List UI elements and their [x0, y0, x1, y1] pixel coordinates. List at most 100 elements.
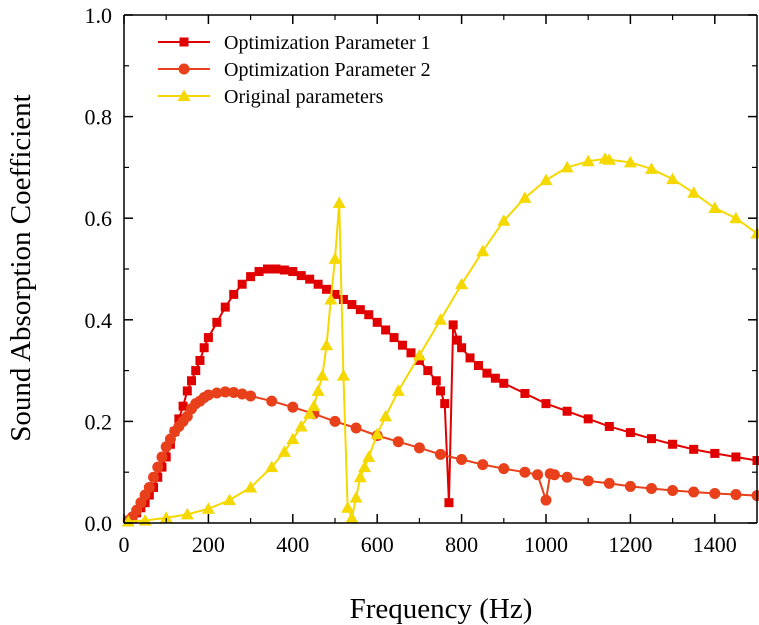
data-point	[203, 333, 213, 343]
data-point	[315, 369, 329, 381]
data-point	[708, 201, 722, 214]
data-point	[370, 427, 384, 440]
data-point	[329, 415, 341, 427]
data-point	[266, 395, 278, 407]
data-point	[646, 482, 657, 494]
data-point	[729, 211, 743, 224]
data-point	[332, 196, 346, 208]
data-point	[279, 265, 289, 275]
data-point	[518, 191, 532, 203]
data-point	[212, 317, 222, 327]
data-point	[423, 366, 433, 376]
data-point	[457, 343, 467, 353]
data-point	[603, 477, 615, 489]
data-point	[347, 300, 357, 310]
data-point	[143, 481, 155, 493]
tick-labels: 0 200 400 600 800 1000 1200 1400 0.0 0.2 0.4 0.6 0.8…	[85, 3, 737, 557]
y-tick-label: 0.4	[85, 308, 113, 333]
data-point	[349, 491, 363, 503]
data-point	[602, 153, 616, 165]
legend-label: Optimization Parameter 2	[224, 59, 431, 81]
data-point	[191, 366, 201, 376]
data-point	[540, 494, 552, 506]
data-point	[355, 305, 365, 315]
data-point	[338, 294, 348, 304]
data-point	[398, 340, 408, 350]
data-point	[320, 338, 334, 351]
data-point	[431, 376, 441, 386]
data-point	[583, 414, 593, 424]
legend-marker	[177, 89, 191, 101]
data-point	[324, 292, 338, 305]
data-point	[730, 489, 742, 501]
data-point	[372, 317, 382, 327]
data-point	[313, 279, 323, 289]
data-point	[406, 348, 416, 358]
data-point	[345, 511, 359, 523]
x-tick-label: 1200	[608, 532, 652, 557]
data-point	[548, 469, 560, 481]
data-point	[307, 399, 321, 412]
data-point	[350, 422, 362, 434]
data-point	[220, 302, 230, 312]
data-point	[645, 162, 658, 174]
data-point	[448, 320, 458, 330]
y-axis-title: Sound Absorption Coefficient	[5, 94, 37, 441]
data-point	[465, 353, 475, 363]
data-point	[623, 155, 637, 168]
data-point	[562, 406, 572, 416]
data-point	[413, 442, 425, 454]
data-point	[156, 451, 168, 463]
legend-label: Optimization Parameter 1	[224, 32, 431, 54]
x-tick-label: 600	[361, 532, 394, 557]
data-point	[412, 348, 426, 361]
data-point	[330, 289, 340, 299]
data-point	[440, 399, 450, 409]
x-tick-label: 1400	[693, 532, 737, 557]
data-point	[246, 272, 256, 282]
legend-entry: Optimization Parameter 2	[158, 59, 431, 81]
data-point	[519, 466, 531, 478]
ticks	[123, 14, 757, 524]
legend-entry: Optimization Parameter 1	[158, 32, 431, 54]
data-point	[228, 386, 240, 398]
plot-area	[121, 152, 759, 527]
data-point	[180, 507, 194, 520]
data-point	[560, 160, 574, 173]
data-point	[229, 289, 239, 299]
data-point	[219, 386, 231, 398]
data-point	[476, 244, 490, 257]
data-point	[414, 355, 424, 365]
data-point	[604, 421, 614, 431]
data-point	[444, 498, 454, 508]
data-point	[392, 436, 404, 448]
data-point	[211, 387, 223, 399]
data-point	[498, 463, 510, 475]
x-tick-label: 200	[192, 532, 225, 557]
data-point	[452, 335, 462, 345]
data-point	[182, 386, 192, 396]
series-line	[128, 157, 758, 523]
data-point	[455, 277, 469, 290]
data-point	[296, 271, 306, 281]
data-point	[499, 378, 509, 388]
data-point	[541, 399, 551, 409]
x-tick-label: 0	[119, 532, 130, 557]
data-point	[668, 439, 678, 449]
y-tick-label: 0.8	[85, 105, 113, 130]
data-point	[178, 401, 188, 411]
data-point	[236, 388, 248, 400]
data-point	[477, 459, 489, 471]
x-tick-label: 400	[276, 532, 309, 557]
data-point	[265, 460, 279, 473]
legend: Optimization Parameter 1 Optimization Par…	[158, 32, 431, 108]
data-point	[581, 154, 595, 167]
data-point	[434, 313, 447, 325]
data-point	[666, 172, 680, 185]
data-point	[482, 368, 492, 378]
data-point	[561, 471, 573, 483]
data-point	[520, 388, 530, 398]
series-2	[122, 386, 759, 526]
data-point	[277, 445, 291, 457]
data-point	[254, 267, 264, 277]
